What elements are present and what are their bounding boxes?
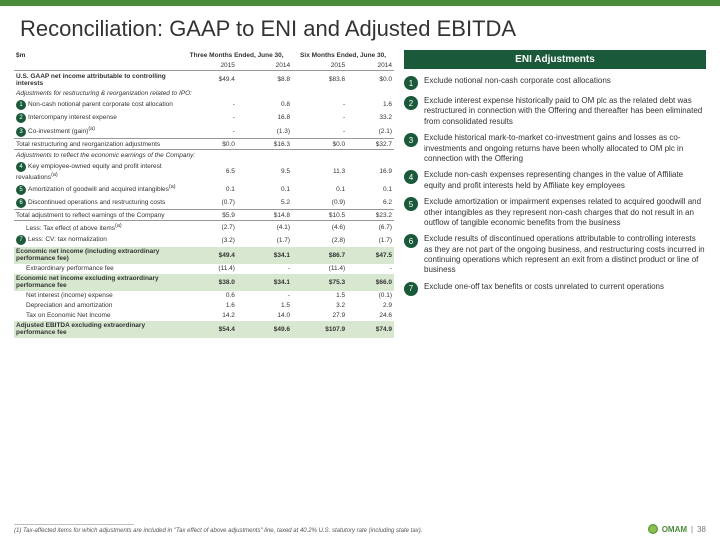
logo-icon (648, 524, 658, 534)
row-label: 7Less: CV: tax normalization (14, 234, 181, 247)
year-col: 2015 (292, 60, 347, 71)
row-label: 2Intercompany interest expense (14, 111, 181, 124)
page-number: 38 (697, 525, 706, 534)
row-label: Depreciation and amortization (14, 301, 181, 311)
main-content: $m Three Months Ended, June 30, Six Mont… (0, 50, 720, 338)
adjustment-item: 2Exclude interest expense historically p… (404, 96, 706, 127)
adjustments-header: ENI Adjustments (404, 50, 706, 70)
adjustment-item: 5Exclude amortization or impairment expe… (404, 197, 706, 228)
total-label: Total adjustment to reflect earnings of … (14, 210, 181, 221)
row-label: Net interest (income) expense (14, 291, 181, 301)
total-label: Total restructuring and reorganization a… (14, 139, 181, 150)
row-label: U.S. GAAP net income attributable to con… (14, 71, 181, 89)
year-col: 2015 (181, 60, 237, 71)
row-badge: 2 (16, 113, 26, 123)
year-col: 2014 (347, 60, 394, 71)
page-title: Reconciliation: GAAP to ENI and Adjusted… (0, 6, 720, 50)
footnote: ----------------------------------------… (14, 522, 514, 534)
adjustment-badge: 2 (404, 96, 418, 110)
adjustment-item: 3Exclude historical mark-to-market co-in… (404, 133, 706, 164)
row-badge: 6 (16, 198, 26, 208)
row-label: 4Key employee-owned equity and profit in… (14, 160, 181, 182)
section-header: Adjustments for restructuring & reorgani… (14, 88, 394, 98)
brand-name: OMAM (662, 525, 687, 534)
unit-label: $m (14, 50, 181, 60)
period-header-6m: Six Months Ended, June 30, (292, 50, 394, 60)
row-badge: 7 (16, 235, 26, 245)
adjustment-badge: 1 (404, 76, 418, 90)
row-badge: 4 (16, 162, 26, 172)
row-label: Tax on Economic Net Income (14, 311, 181, 321)
year-col: 2014 (237, 60, 292, 71)
adjustment-badge: 5 (404, 197, 418, 211)
adjustment-badge: 3 (404, 133, 418, 147)
row-badge: 1 (16, 100, 26, 110)
band-label: Adjusted EBITDA excluding extraordinary … (14, 321, 181, 338)
section-header: Adjustments to reflect the economic earn… (14, 150, 394, 161)
band-label: Economic net income (including extraordi… (14, 247, 181, 264)
adjustment-item: 7Exclude one-off tax benefits or costs u… (404, 282, 706, 296)
row-label: 1Non-cash notional parent corporate cost… (14, 98, 181, 111)
band-label: Economic net income excluding extraordin… (14, 274, 181, 291)
adjustments-panel: ENI Adjustments 1Exclude notional non-ca… (404, 50, 706, 338)
row-label: 6Discontinued operations and restructuri… (14, 196, 181, 210)
reconciliation-table: $m Three Months Ended, June 30, Six Mont… (14, 50, 394, 338)
adjustment-badge: 7 (404, 282, 418, 296)
row-badge: 3 (16, 127, 26, 137)
adjustment-item: 1Exclude notional non-cash corporate cos… (404, 76, 706, 90)
row-label: Less: Tax effect of above items(a) (14, 221, 181, 234)
row-badge: 5 (16, 185, 26, 195)
period-header-3m: Three Months Ended, June 30, (181, 50, 292, 60)
adjustment-badge: 6 (404, 234, 418, 248)
footer: OMAM | 38 (648, 524, 706, 534)
row-label: 3Co-investment (gain)(a) (14, 124, 181, 139)
adjustment-item: 6Exclude results of discontinued operati… (404, 234, 706, 276)
adjustment-badge: 4 (404, 170, 418, 184)
adjustment-item: 4Exclude non-cash expenses representing … (404, 170, 706, 191)
row-label: Extraordinary performance fee (14, 264, 181, 274)
row-label: 5Amortization of goodwill and acquired i… (14, 182, 181, 196)
